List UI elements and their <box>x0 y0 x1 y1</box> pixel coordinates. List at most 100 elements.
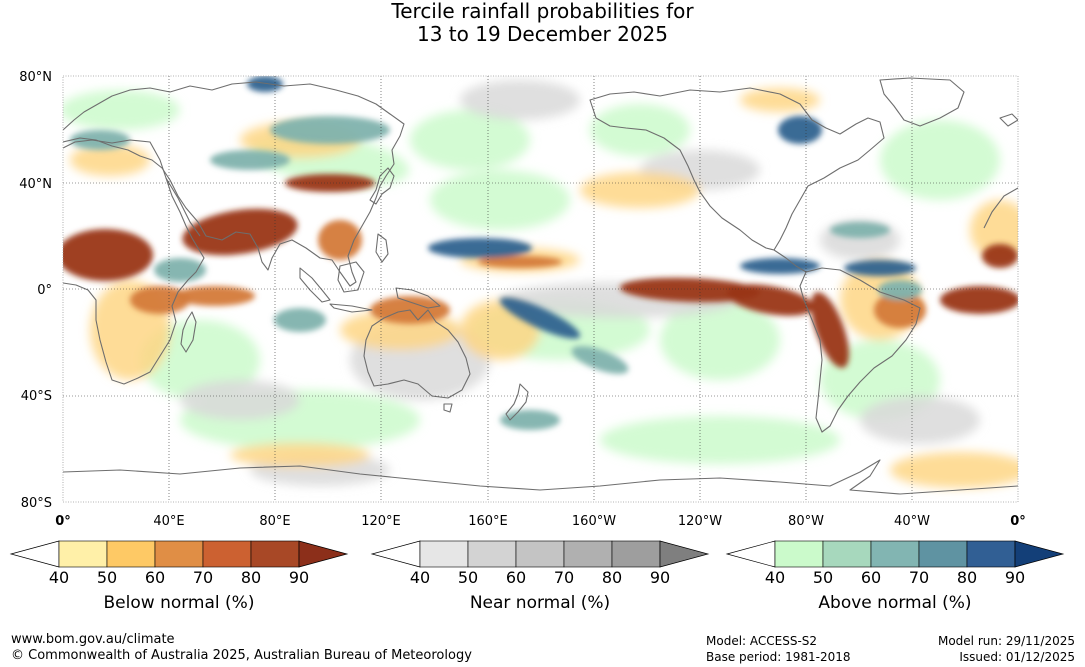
probability-region <box>778 116 822 144</box>
legend-above-tick: 50 <box>813 568 833 587</box>
graticule <box>63 76 1018 502</box>
longitude-labels: 0° 40°E 80°E 120°E 160°E 160°W 120°W 80°… <box>55 514 1026 529</box>
lat-label-0: 0° <box>37 283 52 298</box>
footer-dates: Model run: 29/11/2025 Issued: 01/12/2025 <box>938 633 1075 665</box>
legend-color-box <box>822 540 872 568</box>
probability-region <box>274 308 326 332</box>
map-frame <box>62 75 1019 503</box>
lat-label-40s: 40°S <box>21 389 52 404</box>
probability-region <box>130 286 190 314</box>
probability-core-layer <box>63 76 1018 430</box>
probability-region <box>500 410 560 430</box>
footer-model: Model: ACCESS-S2 <box>706 634 818 648</box>
probability-region <box>410 110 530 170</box>
lon-label-80w: 80°W <box>788 514 824 529</box>
coastline-red-sea <box>165 177 201 237</box>
legend-near-tick: 50 <box>458 568 478 587</box>
legend-color-box <box>611 540 661 568</box>
lon-label-40e: 40°E <box>153 514 184 529</box>
probability-region <box>478 256 562 268</box>
probability-region <box>874 292 926 328</box>
legend-below-normal: 40 50 60 70 80 90 <box>9 540 349 587</box>
coastline-japan <box>369 167 395 205</box>
probability-region <box>844 260 916 276</box>
legend-below-tick: 40 <box>49 568 69 587</box>
legend-above-arrow-high <box>1014 540 1065 568</box>
probability-region <box>940 286 1018 314</box>
probability-region <box>247 76 283 92</box>
legend-color-box <box>58 540 108 568</box>
legend-above-title: Above normal (%) <box>818 593 972 613</box>
legend-color-box <box>250 540 300 568</box>
legend-below-tick: 90 <box>289 568 309 587</box>
probability-region <box>180 380 300 420</box>
lon-label-0-west: 0° <box>55 514 71 529</box>
probability-region <box>460 80 580 120</box>
probability-region <box>982 244 1018 268</box>
chart-title: Tercile rainfall probabilities for 13 to… <box>0 0 1085 46</box>
probability-region <box>890 452 1018 488</box>
legend-color-box <box>467 540 517 568</box>
probability-region <box>878 280 922 300</box>
legend-color-box <box>563 540 613 568</box>
coastline-antarctica <box>63 459 1018 495</box>
legend-near-tick: 90 <box>650 568 670 587</box>
coastline-tasmania <box>443 403 453 413</box>
footer-issued: Issued: 01/12/2025 <box>959 650 1075 664</box>
coastline-philippines <box>375 233 389 263</box>
lon-label-40w: 40°W <box>894 514 930 529</box>
probability-region <box>210 150 290 170</box>
legend-above-arrow-low <box>725 540 776 568</box>
lon-label-160w: 160°W <box>572 514 616 529</box>
probability-region <box>811 292 849 368</box>
legend-above-tick: 80 <box>957 568 977 587</box>
probability-region <box>430 170 570 230</box>
latitude-labels: 80°N 40°N 0° 40°S 80°S <box>19 70 52 511</box>
footer-left: www.bom.gov.au/climate © Commonwealth of… <box>11 632 472 664</box>
legend-near-tick: 60 <box>506 568 526 587</box>
probability-region <box>499 297 581 339</box>
coastline-java <box>329 303 373 313</box>
title-line-1: Tercile rainfall probabilities for <box>391 0 694 23</box>
legend-near-arrow-high <box>659 540 710 568</box>
lat-label-80s: 80°S <box>21 496 52 511</box>
probability-region <box>660 300 780 380</box>
footer-model-run: Model run: 29/11/2025 <box>937 634 1075 648</box>
legend-color-box <box>154 540 204 568</box>
coastline-greenland <box>879 77 965 127</box>
probability-region <box>270 116 390 144</box>
legend-below-tick: 50 <box>97 568 117 587</box>
probability-region <box>740 258 820 274</box>
coastline-south-america <box>799 267 921 433</box>
probability-region <box>571 346 629 374</box>
legend-color-box <box>419 540 469 568</box>
lat-label-80n: 80°N <box>19 70 52 85</box>
probability-region <box>318 220 362 260</box>
coastlines <box>63 77 1018 495</box>
coastline-north-america <box>589 87 885 251</box>
legend-near-tick: 70 <box>554 568 574 587</box>
probability-region <box>182 208 298 256</box>
legend-above-tick: 70 <box>909 568 929 587</box>
legend-above-normal: 40 50 60 70 80 90 <box>725 540 1065 587</box>
footer-copyright: © Commonwealth of Australia 2025, Austra… <box>11 648 472 663</box>
footer-website: www.bom.gov.au/climate <box>11 632 175 647</box>
legend-below-arrow-low <box>9 540 60 568</box>
coastline-sumatra <box>299 267 331 303</box>
coastline-new-guinea <box>395 287 441 309</box>
probability-region <box>590 104 690 156</box>
legend-near-title: Near normal (%) <box>469 593 611 613</box>
legend-above-tick: 60 <box>861 568 881 587</box>
lat-label-40n: 40°N <box>19 177 52 192</box>
coastline-new-zealand <box>505 383 529 421</box>
probability-region <box>63 90 180 130</box>
probability-region <box>63 229 153 281</box>
lon-label-120w: 120°W <box>678 514 722 529</box>
legend-near-tick: 80 <box>602 568 622 587</box>
title-line-2: 13 to 19 December 2025 <box>416 22 668 46</box>
legend-color-box <box>106 540 156 568</box>
legend-color-box <box>966 540 1016 568</box>
legend-above-tick: 40 <box>765 568 785 587</box>
probability-region <box>70 144 150 176</box>
legend-color-box <box>202 540 252 568</box>
